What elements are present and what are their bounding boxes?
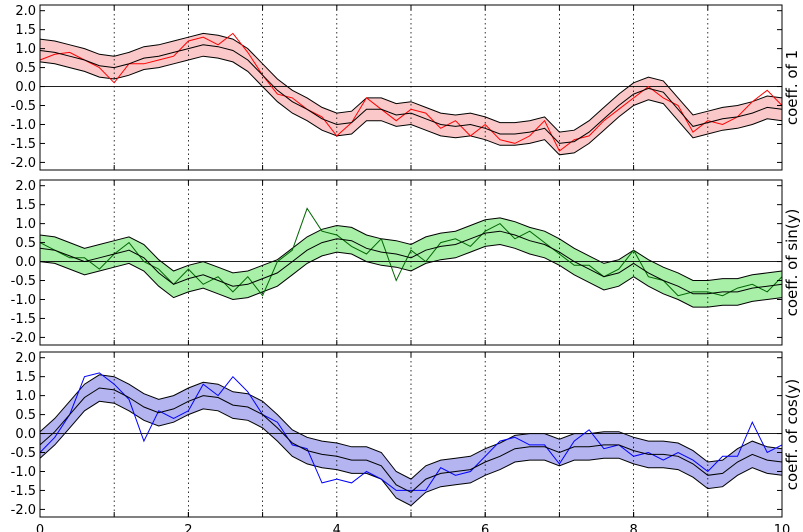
- x-tick-label: 6: [481, 523, 489, 532]
- x-tick-label: 10: [774, 523, 791, 532]
- y-tick-label: 2.0: [15, 179, 36, 194]
- series-line: [39, 230, 783, 295]
- band-edge: [39, 32, 783, 133]
- band-edge: [39, 55, 783, 156]
- x-tick-label: 4: [333, 523, 341, 532]
- confidence-band: [40, 374, 782, 506]
- y-tick-label: -0.5: [11, 446, 36, 461]
- y-tick-label: -0.5: [11, 99, 36, 114]
- x-tick-label: 0: [36, 523, 44, 532]
- y-axis-label: coeff. of 1: [783, 50, 801, 125]
- y-tick-label: -2.0: [11, 503, 36, 518]
- y-tick-label: 0.0: [15, 427, 36, 442]
- y-tick-label: 0.5: [15, 236, 36, 251]
- y-tick-label: -1.5: [11, 484, 36, 499]
- y-axis-label: coeff. of sin(y): [783, 209, 801, 317]
- confidence-band: [40, 33, 782, 155]
- series-line: [39, 32, 783, 152]
- y-tick-label: 2.0: [15, 351, 36, 366]
- y-tick-label: 0.5: [15, 408, 36, 423]
- y-tick-label: -0.5: [11, 274, 36, 289]
- band-edge: [39, 400, 783, 507]
- y-tick-label: 1.0: [15, 42, 36, 57]
- y-tick-label: 1.0: [15, 217, 36, 232]
- series-line: [39, 372, 783, 491]
- y-tick-label: 2.0: [15, 4, 36, 19]
- series-line: [39, 387, 783, 493]
- series-line: [39, 207, 783, 297]
- y-axis-label: coeff. of cos(y): [783, 379, 801, 491]
- x-tick-label: 2: [184, 523, 192, 532]
- y-tick-label: 1.5: [15, 198, 36, 213]
- plot-frame: [39, 4, 783, 171]
- plot-frame: [39, 179, 783, 346]
- y-tick-label: 0.0: [15, 80, 36, 95]
- y-tick-label: -1.5: [11, 312, 36, 327]
- y-tick-label: -1.0: [11, 465, 36, 480]
- y-tick-label: 0.5: [15, 61, 36, 76]
- y-tick-label: -1.0: [11, 118, 36, 133]
- y-tick-label: 1.5: [15, 23, 36, 38]
- band-edge: [39, 243, 783, 308]
- band-edge: [39, 374, 783, 480]
- y-tick-label: 1.0: [15, 389, 36, 404]
- y-tick-label: -2.0: [11, 331, 36, 346]
- y-tick-label: -1.0: [11, 293, 36, 308]
- y-tick-label: -2.0: [11, 156, 36, 171]
- band-edge: [39, 217, 783, 281]
- plot-frame: [39, 351, 783, 518]
- y-tick-label: -1.5: [11, 137, 36, 152]
- y-tick-label: 1.5: [15, 370, 36, 385]
- y-tick-label: 0.0: [15, 255, 36, 270]
- x-tick-label: 8: [629, 523, 637, 532]
- series-line: [39, 44, 783, 144]
